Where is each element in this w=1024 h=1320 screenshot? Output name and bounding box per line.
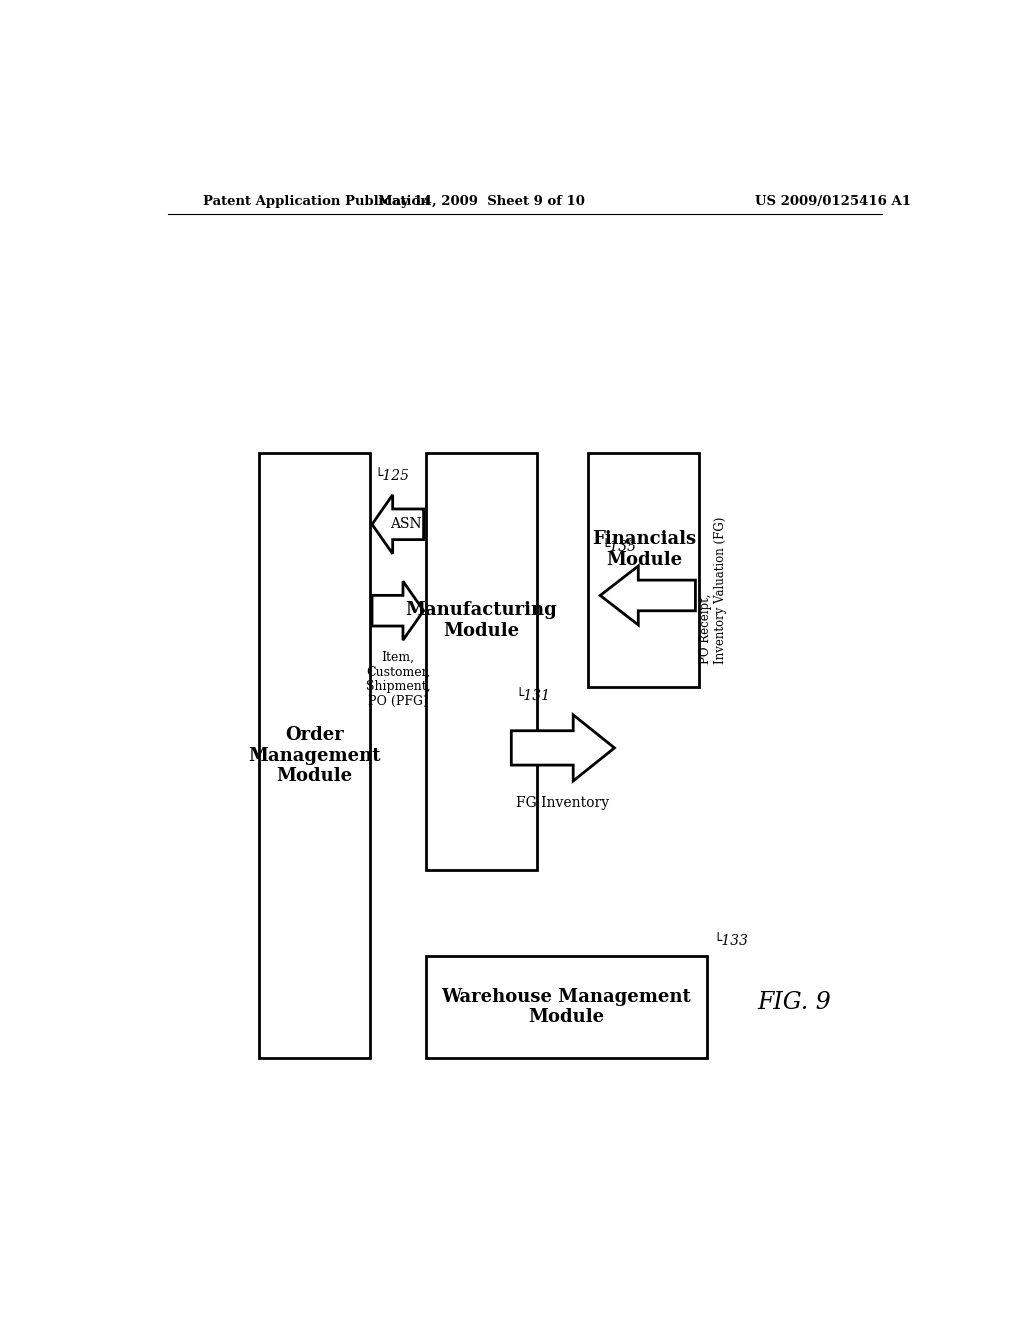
Text: └131: └131 <box>515 689 550 702</box>
Text: Order
Management
Module: Order Management Module <box>248 726 381 785</box>
Text: May 14, 2009  Sheet 9 of 10: May 14, 2009 Sheet 9 of 10 <box>378 194 585 207</box>
Text: └125: └125 <box>374 469 409 483</box>
Bar <box>426 956 708 1057</box>
Polygon shape <box>372 581 424 640</box>
Text: ASN: ASN <box>390 517 422 532</box>
Bar <box>588 453 699 686</box>
Text: PO Receipt,
Inventory Valuation (FG): PO Receipt, Inventory Valuation (FG) <box>699 516 727 664</box>
Polygon shape <box>372 495 424 554</box>
Polygon shape <box>511 715 614 781</box>
Text: Manufacturing
Module: Manufacturing Module <box>406 602 557 640</box>
Text: Item,
Customer,
Shipment,
PO (PFG): Item, Customer, Shipment, PO (PFG) <box>366 651 430 709</box>
Text: US 2009/0125416 A1: US 2009/0125416 A1 <box>755 194 911 207</box>
Bar <box>259 453 370 1057</box>
Text: FIG. 9: FIG. 9 <box>758 990 831 1014</box>
Text: └135: └135 <box>602 540 637 554</box>
Text: Financials
Module: Financials Module <box>592 531 696 569</box>
Polygon shape <box>600 566 695 624</box>
Bar <box>426 453 537 870</box>
Text: Warehouse Management
Module: Warehouse Management Module <box>441 987 691 1027</box>
Text: Patent Application Publication: Patent Application Publication <box>204 194 430 207</box>
Text: FG Inventory: FG Inventory <box>516 796 609 810</box>
Text: └133: └133 <box>714 935 749 948</box>
